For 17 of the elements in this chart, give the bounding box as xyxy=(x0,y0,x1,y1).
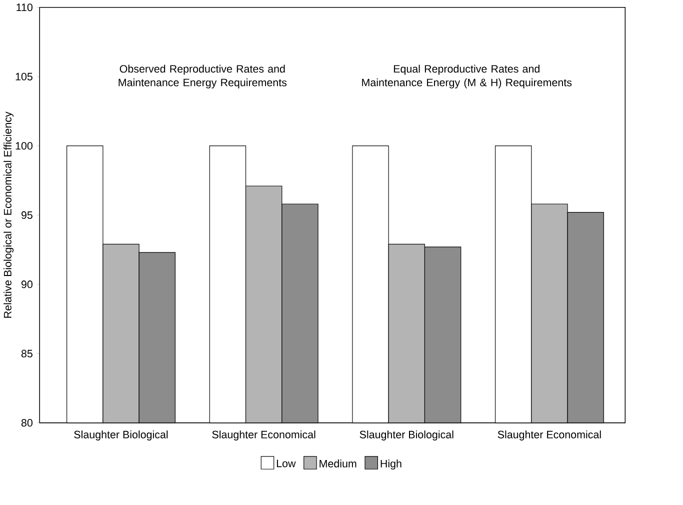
x-tick-label: Slaughter Biological xyxy=(74,430,168,441)
y-tick-label: 110 xyxy=(16,4,32,12)
x-tick-label: Slaughter Economical xyxy=(498,430,601,441)
y-tick-label: 100 xyxy=(16,142,32,150)
annotation: Equal Reproductive Rates and Maintenance Energy (M & H) Requirements xyxy=(362,65,572,89)
y-tick-label: 90 xyxy=(21,280,32,288)
y-tick-label: 95 xyxy=(21,212,32,220)
y-axis-title: Relative Biological or Economical Efficiency xyxy=(4,112,14,318)
y-tick-label: 105 xyxy=(16,73,32,81)
y-tick-label: 80 xyxy=(21,419,32,427)
x-tick-label: Slaughter Biological xyxy=(360,430,454,441)
legend-label: High xyxy=(380,460,402,470)
annotation: Observed Reproductive Rates and Maintenance Energy Requirements xyxy=(118,65,287,89)
x-tick-label: Slaughter Economical xyxy=(212,430,316,441)
y-tick-label: 85 xyxy=(21,350,32,358)
legend-label: Low xyxy=(276,460,296,468)
legend-label: Medium xyxy=(320,460,356,468)
